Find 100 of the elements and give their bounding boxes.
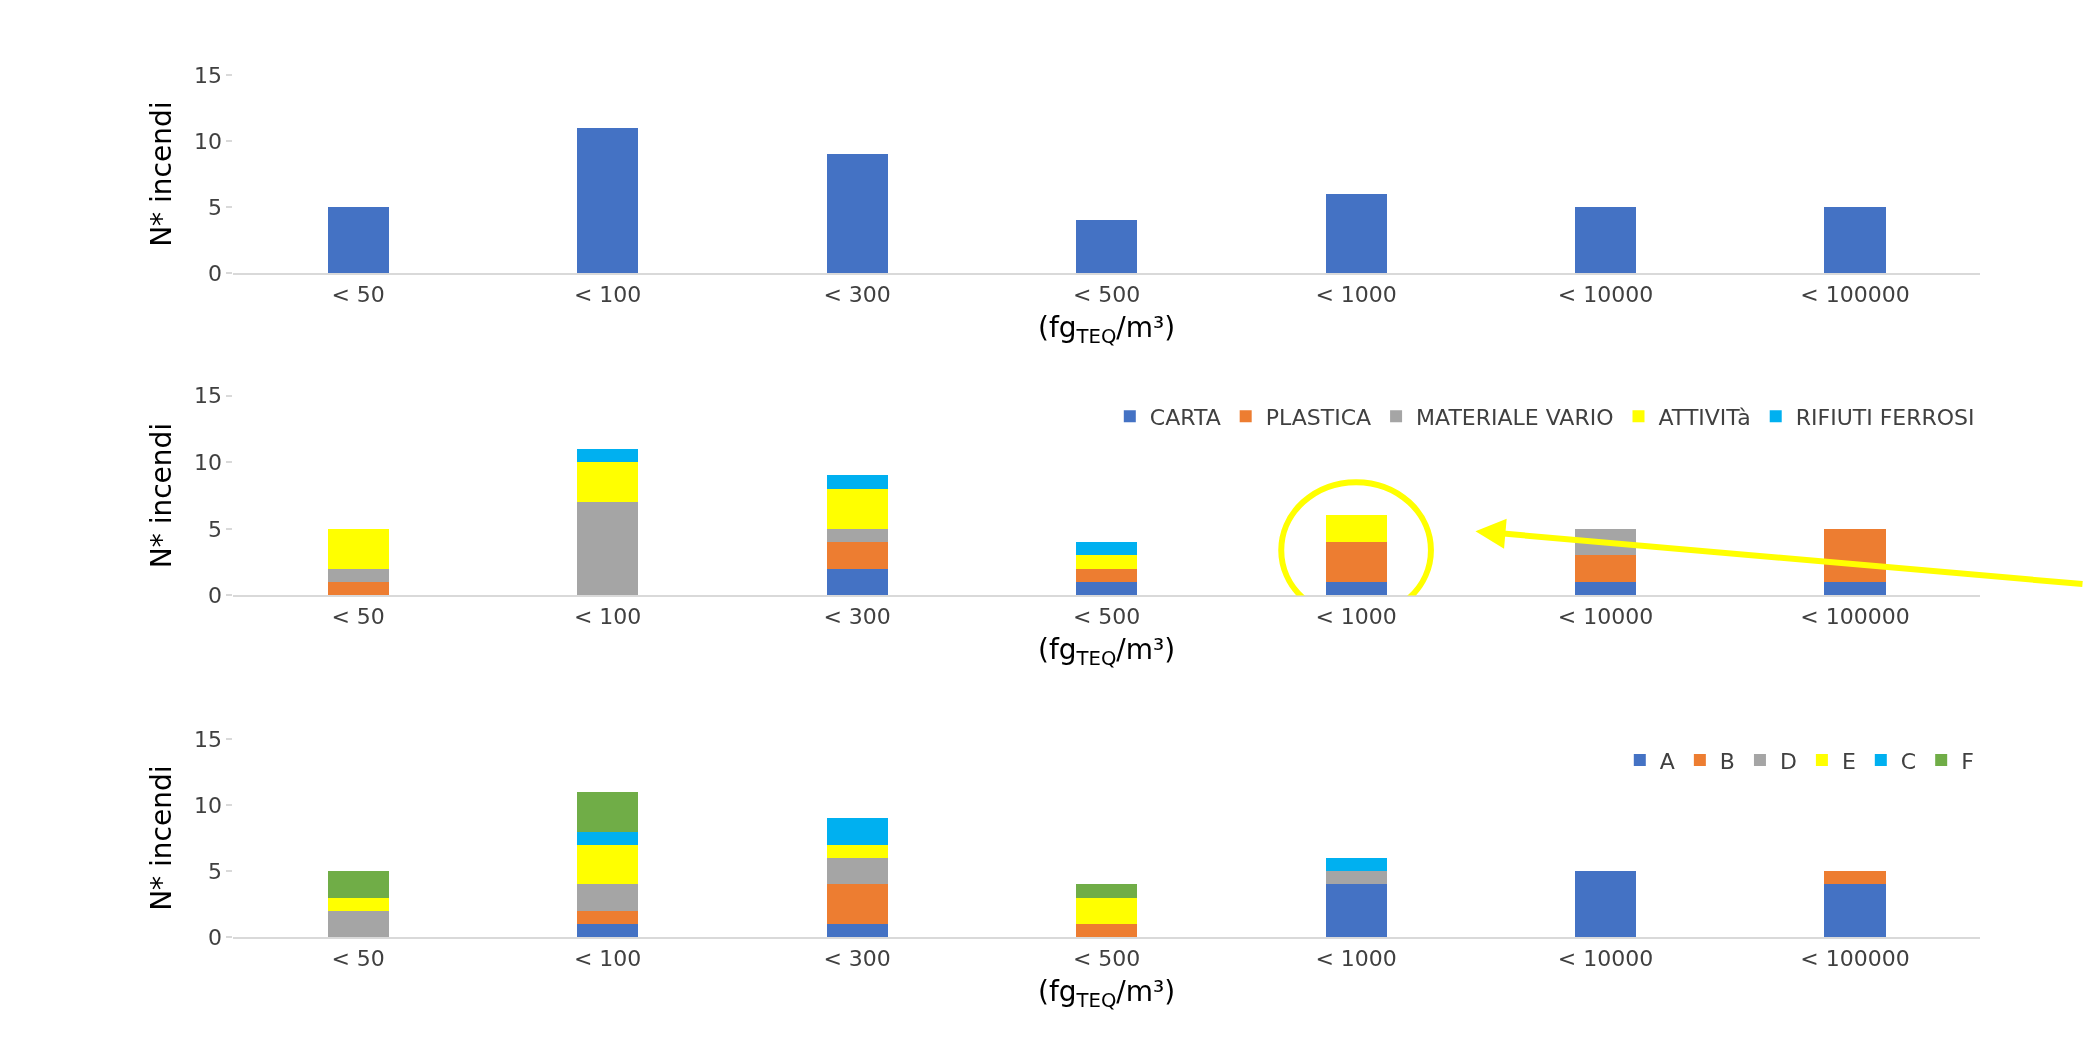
x-tick-label: < 1000 [1315, 281, 1397, 307]
y-tick-label: 10 [194, 449, 223, 475]
bar [826, 923, 888, 938]
bar [1575, 207, 1637, 274]
bar [826, 884, 888, 924]
x-tick-label: < 100000 [1800, 603, 1910, 629]
bar [1824, 207, 1886, 274]
legend-label: B [1719, 748, 1735, 774]
x-tick-label: < 100 [573, 945, 642, 971]
bar [577, 448, 639, 463]
x-axis-title: (fg$_{TEQ}$/m³) [1038, 975, 1176, 1013]
x-tick-label: < 50 [331, 281, 385, 307]
bar [577, 923, 639, 938]
y-axis-title: N* incendi [144, 422, 178, 569]
bar [577, 502, 639, 596]
legend-label: C [1900, 748, 1917, 774]
bar [826, 818, 888, 845]
x-tick-label: < 300 [823, 603, 891, 629]
bar [1325, 884, 1387, 938]
legend-label: E [1841, 748, 1856, 774]
legend-label: D [1779, 748, 1797, 774]
y-tick-label: 15 [194, 383, 223, 409]
bar [826, 475, 888, 489]
bar [826, 528, 888, 543]
x-tick-label: < 300 [823, 281, 891, 307]
x-tick-label: < 100 [573, 281, 642, 307]
x-tick-label: < 50 [331, 603, 385, 629]
bar [1325, 515, 1387, 543]
bar [327, 582, 389, 596]
y-tick-label: 0 [208, 924, 223, 950]
bar [327, 897, 389, 911]
bar [577, 792, 639, 832]
y-tick-label: 10 [194, 792, 223, 818]
x-tick-label: < 300 [823, 945, 891, 971]
bar [577, 831, 639, 845]
x-tick-label: < 10000 [1557, 281, 1654, 307]
bar [1076, 897, 1138, 924]
bar [826, 488, 888, 529]
bar [1076, 923, 1138, 938]
bar [327, 871, 389, 898]
legend-label: A [1659, 748, 1675, 774]
bar [327, 528, 389, 569]
x-tick-label: < 100000 [1800, 281, 1910, 307]
bar [1575, 871, 1637, 938]
bar [327, 207, 389, 274]
bar [327, 910, 389, 938]
bar [1076, 542, 1138, 556]
bar [577, 844, 639, 885]
y-axis-title: N* incendi [144, 765, 178, 911]
x-tick-label: < 10000 [1557, 945, 1654, 971]
bar [826, 857, 888, 885]
bar [1325, 542, 1387, 583]
x-tick-label: < 1000 [1315, 945, 1397, 971]
y-tick-label: 5 [208, 194, 223, 220]
bar [826, 844, 888, 858]
bar [577, 910, 639, 924]
bar [1325, 582, 1387, 596]
y-tick-label: 0 [208, 260, 223, 286]
bar [1824, 582, 1886, 596]
bar [1076, 582, 1138, 596]
legend-label: CARTA [1149, 404, 1221, 430]
x-tick-label: < 50 [331, 945, 385, 971]
bar [1325, 857, 1387, 872]
bar [577, 462, 639, 503]
x-tick-label: < 100000 [1800, 945, 1910, 971]
x-tick-label: < 100 [573, 603, 642, 629]
bar [1076, 884, 1138, 898]
bar [1076, 568, 1138, 583]
y-tick-label: 5 [208, 858, 223, 884]
bar [327, 568, 389, 583]
legend-label: MATERIALE VARIO [1416, 404, 1614, 430]
x-tick-label: < 500 [1072, 945, 1141, 971]
bar [1824, 871, 1886, 885]
x-tick-label: < 500 [1072, 281, 1141, 307]
x-tick-label: < 1000 [1315, 603, 1397, 629]
bar [1325, 193, 1387, 274]
x-axis-title: (fg$_{TEQ}$/m³) [1038, 633, 1176, 671]
x-axis-title: (fg$_{TEQ}$/m³) [1038, 311, 1176, 348]
bar [1076, 220, 1138, 274]
bar [577, 128, 639, 274]
legend-label: PLASTICA [1265, 404, 1372, 430]
bar [1076, 555, 1138, 569]
bar [826, 542, 888, 569]
x-tick-label: < 500 [1072, 603, 1141, 629]
bar [1575, 555, 1637, 583]
x-tick-label: < 10000 [1557, 603, 1654, 629]
bar [1325, 871, 1387, 885]
bar [1575, 582, 1637, 596]
y-axis-title: N* incendi [144, 101, 178, 247]
y-tick-label: 15 [194, 62, 223, 88]
y-tick-label: 10 [194, 128, 223, 154]
bar [1824, 884, 1886, 938]
bar [826, 154, 888, 274]
bar [577, 884, 639, 911]
legend-label: F [1961, 748, 1974, 774]
bar [826, 568, 888, 596]
legend-label: ATTIVITà [1658, 404, 1751, 430]
y-tick-label: 0 [208, 583, 223, 609]
y-tick-label: 15 [194, 726, 223, 752]
y-tick-label: 5 [208, 516, 223, 542]
